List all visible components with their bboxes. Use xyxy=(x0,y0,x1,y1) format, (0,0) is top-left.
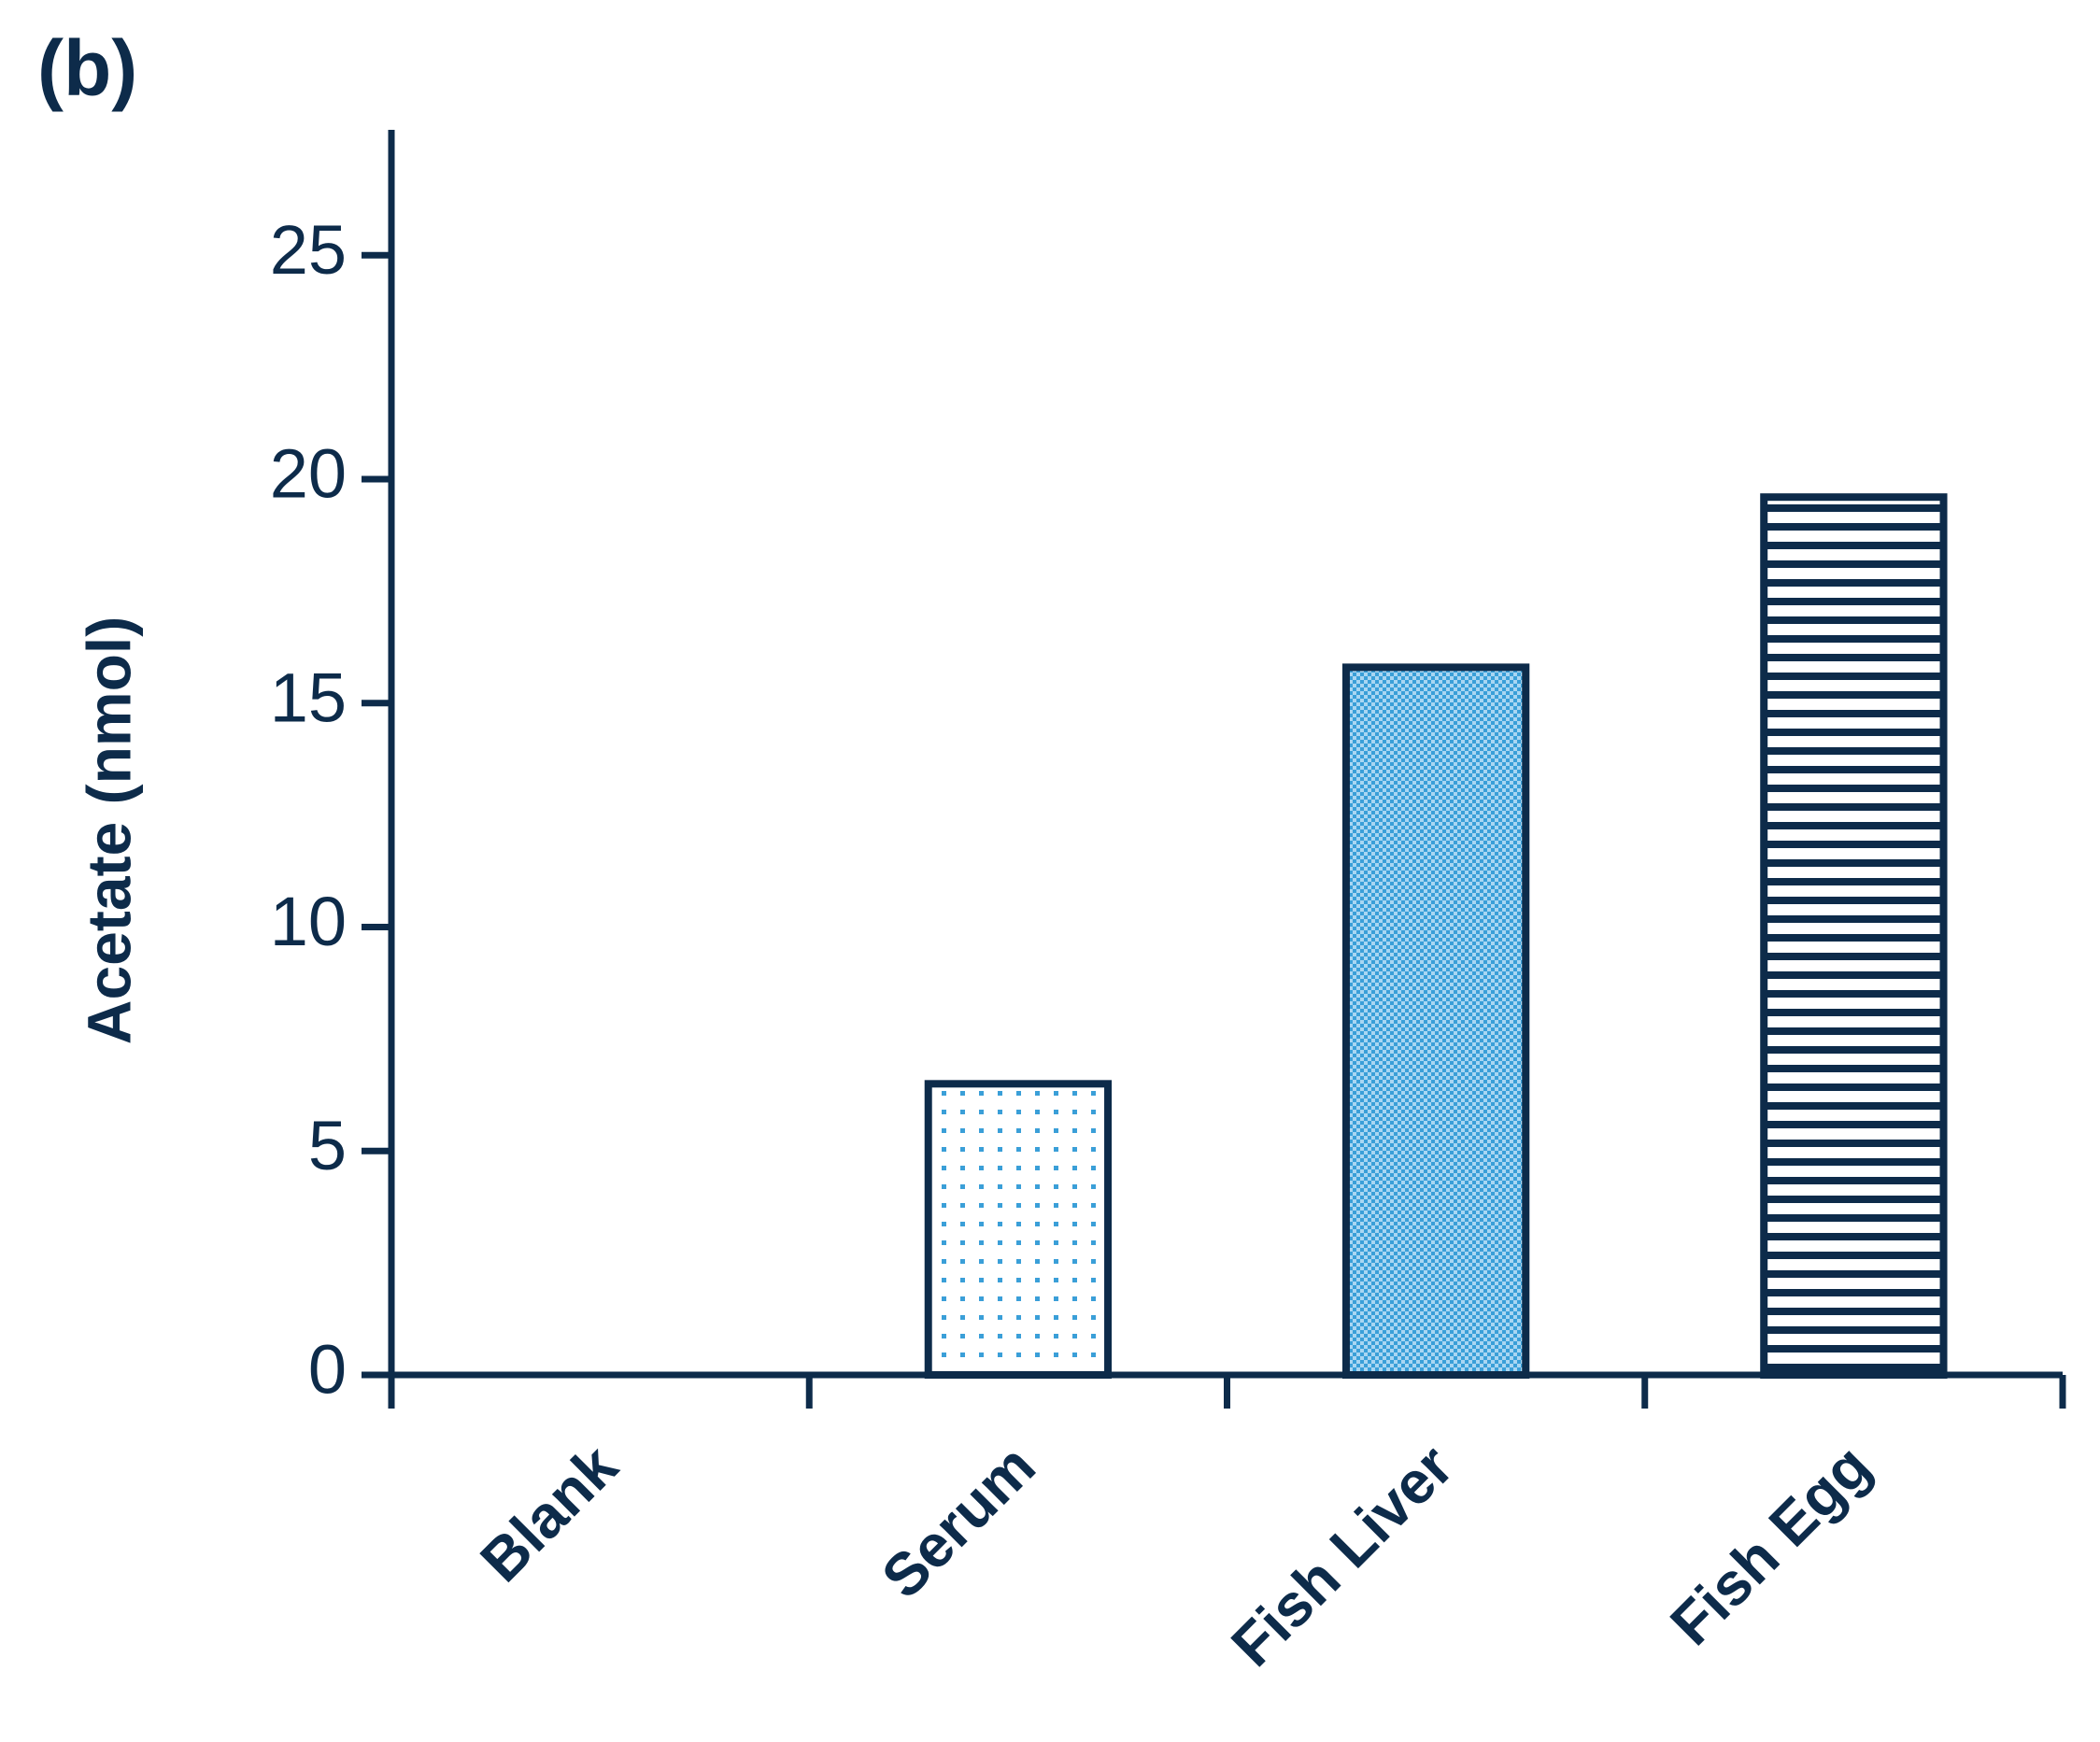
x-tick-label: Serum xyxy=(869,1432,1048,1611)
y-tick-label: 10 xyxy=(270,883,347,960)
bar xyxy=(1760,493,1948,1379)
y-tick-label: 15 xyxy=(270,659,347,736)
panel-label: (b) xyxy=(37,24,137,112)
y-tick-label: 0 xyxy=(308,1331,347,1409)
x-tick-label: Fish Egg xyxy=(1657,1432,1883,1658)
y-tick-label: 20 xyxy=(270,435,347,513)
bar xyxy=(924,1080,1113,1380)
x-tick-label: Blank xyxy=(467,1432,630,1594)
x-tick-label: Fish Liver xyxy=(1218,1432,1466,1679)
bar xyxy=(1341,663,1530,1379)
y-tick-label: 25 xyxy=(270,211,347,289)
y-axis-label: Acetate (nmol) xyxy=(74,616,143,1044)
y-tick-label: 5 xyxy=(308,1107,347,1184)
